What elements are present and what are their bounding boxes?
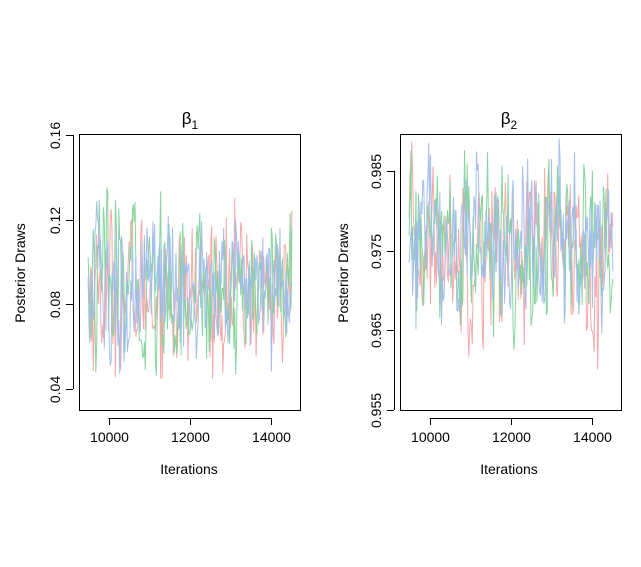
y-tick-label: 0.04: [47, 376, 63, 403]
x-axis-label: Iterations: [480, 461, 538, 477]
panel-beta-1: β1 10000 12000 14000 0.04 0.08 0.12 0.16 Iter…: [12, 109, 301, 477]
x-axis: 10000 12000 14000: [90, 418, 291, 445]
chain-traces: [408, 138, 614, 370]
y-tick-label: 0.08: [47, 291, 63, 318]
x-tick-label: 10000: [90, 429, 129, 445]
y-tick-label: 0.16: [47, 122, 63, 149]
y-axis: 0.04 0.08 0.12 0.16: [47, 122, 74, 403]
trace-chain-3: [87, 200, 293, 374]
x-tick-label: 12000: [492, 429, 531, 445]
y-axis: 0.955 0.965 0.975 0.985: [368, 154, 395, 428]
plot-frame: [79, 134, 301, 411]
y-tick-label: 0.965: [368, 313, 384, 348]
x-axis-label: Iterations: [160, 461, 218, 477]
trace-chain-2: [408, 149, 614, 350]
x-tick-label: 14000: [252, 429, 291, 445]
y-tick-label: 0.975: [368, 234, 384, 269]
x-tick-label: 14000: [573, 429, 612, 445]
chain-traces: [87, 187, 293, 379]
y-axis-label: Posterior Draws: [335, 223, 351, 323]
trace-chain-3: [408, 138, 614, 335]
panel-title: β2: [501, 109, 518, 132]
x-tick-label: 10000: [411, 429, 450, 445]
panel-beta-2: β2 10000 12000 14000 0.9550.9650.9750.985 …: [335, 109, 622, 477]
panel-title: β1: [182, 109, 199, 132]
y-axis-label: Posterior Draws: [12, 223, 28, 323]
plot-frame: [400, 134, 622, 411]
trace-chain-2: [87, 187, 293, 376]
y-tick-label: 0.985: [368, 154, 384, 189]
x-axis: 10000 12000 14000: [411, 418, 612, 445]
y-tick-label: 0.955: [368, 393, 384, 428]
y-tick-label: 0.12: [47, 207, 63, 234]
x-tick-label: 12000: [171, 429, 210, 445]
